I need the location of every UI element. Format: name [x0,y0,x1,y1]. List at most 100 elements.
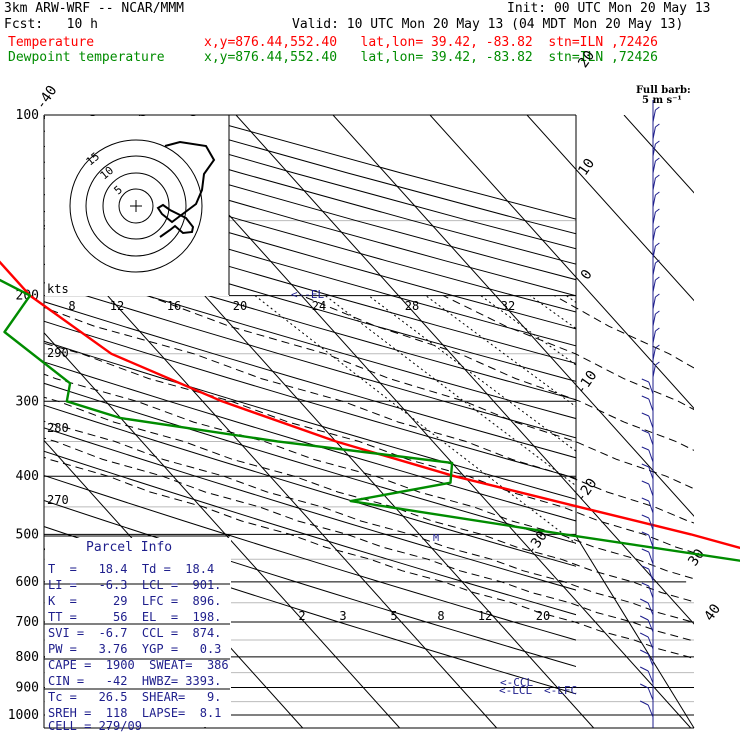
wind-key: Full barb: 5 m s⁻¹ [636,86,691,106]
wind-barb-flag [641,429,649,434]
mixing-ratio-label: 20 [233,299,247,313]
isotherm-line [0,115,12,728]
header: 3km ARW-WRF -- NCAR/MMM Init: 00 UTC Mon… [0,0,740,70]
wind-barb-staff [652,330,656,344]
parcel-info-panel [45,538,231,727]
wind-barb [652,327,660,344]
dry-adiabat [44,282,576,439]
wind-barb-staff [652,177,656,191]
wind-barb [639,666,654,684]
el-marker: <--EL [291,288,324,301]
dry-adiabat [44,228,576,382]
isotherm-line [526,115,694,302]
wind-barb [652,310,660,327]
parcel-row: PW = 3.76 YGP = 0.3 [48,642,222,656]
wind-barb [652,208,660,225]
wind-barb-staff [652,279,656,293]
wind-barb [652,361,660,378]
lfc-marker: <-LFC [544,684,577,697]
dry-adiabat [44,474,576,641]
hodograph-units: kts [47,282,69,296]
wind-barb-staff [648,551,654,565]
wind-barb [652,242,660,259]
wind-barb [652,106,660,123]
parcel-row: CELL = 279/09 [48,719,142,733]
dewpoint-trace [0,278,740,562]
wind-barb [652,191,660,208]
wind-barb-staff [652,228,656,242]
wind-barb-staff [648,381,654,395]
wind-barb [652,140,660,157]
wind-barb [652,276,660,293]
wind-barb-staff [652,245,656,259]
wind-barb [652,293,660,310]
wind-barb [639,700,654,718]
wind-barb-staff [648,534,654,548]
mixing-ratio-line [529,295,576,330]
wind-barb-staff [647,636,654,650]
wind-barb [639,615,654,633]
parcel-row: SREH = 118 LAPSE= 8.1 [48,706,222,720]
dry-adiabat [44,340,576,500]
isotherm-label: 0 [578,267,596,283]
wind-barb [652,174,660,191]
lcl-marker: <-LCL [499,684,532,697]
wind-barb [639,649,654,667]
wind-barb [652,259,660,276]
wind-barb-staff [652,194,656,208]
pressure-tick-label: 500 [16,527,39,542]
axis-labels: 1002003004005006007008009001000-80-70-60… [8,48,724,723]
wind-barb-flag [641,480,649,485]
wind-barb-flag [655,140,660,145]
wind-barb-staff [648,568,654,582]
mixing-ratio-label: 8 [68,299,75,313]
ccl-marker: <-CCL [500,676,533,689]
wind-barb-staff [652,143,656,157]
parcel-row: CAPE = 1900 SWEAT= 386 [48,658,229,672]
wind-barb-flag [655,310,660,315]
dry-adiabat [44,210,576,364]
wind-barb-staff [652,364,656,378]
theta-e-label: 270 [47,493,69,507]
wind-barbs [639,100,660,728]
mixing-ratio-label: 8 [437,609,444,623]
level-markers: <--EL <-CCL<-LCL <-LFC M [291,288,577,697]
pressure-tick-label: 100 [16,108,39,123]
isotherm-label: 10 [575,156,598,179]
wind-barb [652,123,660,140]
dry-adiabat [44,245,576,401]
wind-barb [641,514,654,531]
mixing-ratio-label: 16 [167,299,181,313]
hodograph-ring [85,155,187,257]
wind-barb-staff [648,500,654,514]
wind-barb-staff [647,653,654,667]
dry-adiabat [44,301,576,459]
sounding-traces [0,260,740,562]
isotherm-line [332,115,694,517]
wind-barb-flag [655,259,660,264]
mixing-ratio-line [595,296,740,728]
dry-adiabat [190,115,576,220]
wind-barb-flag [655,123,660,128]
parcel-row: TT = 56 EL = 198. [48,610,222,624]
isotherm-line [44,332,401,728]
wind-barb [641,480,654,497]
dry-adiabat [44,263,576,420]
mixing-ratio-label: 32 [501,299,515,313]
wind-barb-staff [648,466,654,480]
wind-barb-staff [648,585,654,599]
wind-barb-staff [648,517,654,531]
wind-barb-flag [639,649,649,655]
wind-barb-staff [652,211,656,225]
wind-barb [641,395,654,412]
parcel-info-title: Parcel Info [86,540,173,555]
mixing-ratio-label: 28 [405,299,419,313]
wind-barb-flag [655,276,660,281]
mixing-ratio-line [619,296,740,728]
mixing-ratio-label: 5 [390,609,397,623]
dewpoint-location: x,y=876.44,552.40 lat,lon= 39.42, -83.82… [204,50,658,65]
isotherm-line [429,115,694,410]
wind-barb-flag [655,361,660,366]
parcel-row: LI = -6.3 LCL = 901. [48,578,222,592]
